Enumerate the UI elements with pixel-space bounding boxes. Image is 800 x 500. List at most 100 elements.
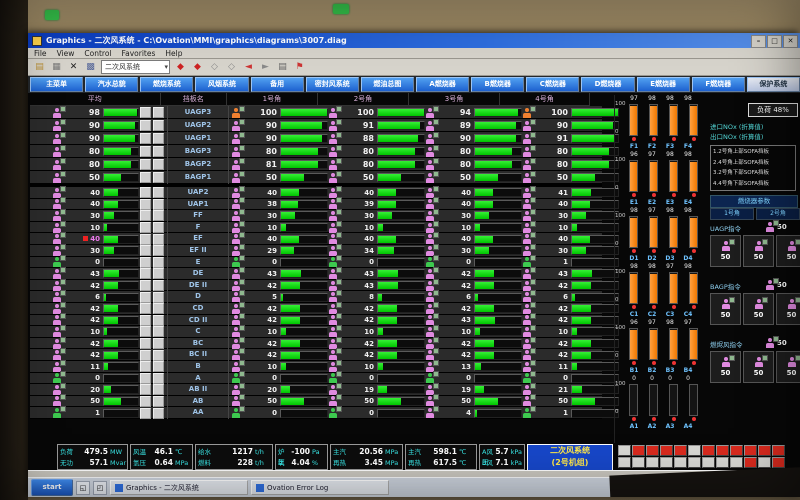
damper-icon[interactable]	[426, 197, 439, 210]
damper-icon[interactable]	[426, 371, 439, 384]
damper-icon[interactable]	[53, 185, 66, 198]
damper-icon[interactable]	[523, 185, 536, 198]
alarm-button[interactable]	[646, 445, 659, 456]
damper-icon[interactable]	[721, 355, 735, 367]
raise-button[interactable]	[140, 187, 151, 199]
damper-icon[interactable]	[523, 118, 536, 131]
close-x-icon[interactable]: ✕	[69, 61, 78, 72]
alarm-button[interactable]	[674, 457, 687, 468]
damper-icon[interactable]	[53, 348, 66, 361]
damper-icon[interactable]	[329, 232, 342, 245]
damper-icon[interactable]	[232, 324, 245, 337]
tab-6[interactable]: 密封风系统	[305, 77, 359, 92]
alarm-button[interactable]	[618, 445, 631, 456]
corner-command-cell[interactable]: 50	[710, 235, 741, 267]
damper-icon[interactable]	[232, 170, 245, 183]
damper-icon[interactable]	[53, 105, 66, 118]
lower-button[interactable]	[153, 222, 164, 234]
damper-icon[interactable]	[523, 170, 536, 183]
lower-button[interactable]	[153, 291, 164, 303]
damper-icon[interactable]	[232, 336, 245, 349]
raise-button[interactable]	[140, 222, 151, 234]
damper-icon[interactable]	[53, 170, 66, 183]
damper-icon[interactable]	[426, 278, 439, 291]
damper-icon[interactable]	[53, 382, 66, 395]
alarm-button[interactable]	[660, 457, 673, 468]
damper-icon[interactable]	[232, 371, 245, 384]
lower-button[interactable]	[153, 280, 164, 292]
raise-button[interactable]	[140, 372, 151, 384]
damper-icon[interactable]	[754, 355, 768, 367]
damper-icon[interactable]	[329, 105, 342, 118]
raise-button[interactable]	[140, 395, 151, 407]
lower-button[interactable]	[153, 349, 164, 361]
grid-icon[interactable]: ▩	[86, 61, 95, 72]
damper-icon[interactable]	[426, 208, 439, 221]
damper-icon[interactable]	[426, 290, 439, 303]
damper-icon[interactable]	[53, 131, 66, 144]
damper-icon[interactable]	[53, 220, 66, 233]
menu-item-view[interactable]: View	[56, 48, 75, 58]
damper-icon[interactable]	[329, 255, 342, 268]
damper-icon[interactable]	[329, 290, 342, 303]
lower-button[interactable]	[153, 407, 164, 419]
lower-button[interactable]	[153, 245, 164, 257]
damper-icon[interactable]	[232, 255, 245, 268]
alarm-button[interactable]	[660, 445, 673, 456]
damper-icon[interactable]	[53, 313, 66, 326]
lower-button[interactable]	[153, 384, 164, 396]
damper-icon[interactable]	[53, 197, 66, 210]
damper-icon[interactable]	[426, 170, 439, 183]
raise-button[interactable]	[140, 256, 151, 268]
damper-icon[interactable]	[523, 394, 536, 407]
damper-icon[interactable]	[232, 232, 245, 245]
alarm-button[interactable]	[758, 457, 771, 468]
damper-icon[interactable]	[754, 297, 768, 309]
damper-icon[interactable]	[426, 185, 439, 198]
tab-7[interactable]: 燃油总图	[360, 77, 414, 92]
damper-icon[interactable]	[329, 185, 342, 198]
alarm-button[interactable]	[618, 457, 631, 468]
raise-button[interactable]	[140, 349, 151, 361]
lower-button[interactable]	[153, 372, 164, 384]
damper-icon[interactable]	[53, 157, 66, 170]
damper-icon[interactable]	[329, 157, 342, 170]
damper-icon[interactable]	[426, 232, 439, 245]
damper-icon[interactable]	[329, 208, 342, 221]
damper-icon[interactable]	[232, 313, 245, 326]
damper-icon[interactable]	[523, 371, 536, 384]
alarm-button[interactable]	[646, 457, 659, 468]
alarm-button[interactable]	[632, 445, 645, 456]
damper-icon[interactable]	[721, 297, 735, 309]
damper-icon[interactable]	[53, 301, 66, 314]
damper-icon[interactable]	[329, 170, 342, 183]
damper-icon[interactable]	[53, 118, 66, 131]
damper-icon[interactable]	[232, 118, 245, 131]
lower-button[interactable]	[153, 326, 164, 338]
lower-button[interactable]	[153, 187, 164, 199]
damper-icon[interactable]	[523, 359, 536, 372]
lower-button[interactable]	[153, 133, 164, 144]
damper-icon[interactable]	[232, 301, 245, 314]
damper-icon[interactable]	[232, 144, 245, 157]
alarm-button[interactable]	[758, 445, 771, 456]
alarm-button[interactable]	[688, 457, 701, 468]
ack-icon[interactable]: ◇	[211, 61, 218, 72]
damper-icon[interactable]	[232, 406, 245, 419]
quick-launch-icon-1[interactable]: ◱	[76, 480, 90, 495]
save-icon[interactable]: ▦	[52, 61, 61, 72]
alarm-button[interactable]	[674, 445, 687, 456]
damper-icon[interactable]	[426, 243, 439, 256]
damper-icon[interactable]	[426, 131, 439, 144]
taskbar-task-2[interactable]: Ovation Error Log	[251, 480, 389, 495]
alarm-button[interactable]	[772, 445, 785, 456]
raise-button[interactable]	[140, 146, 151, 157]
damper-icon[interactable]	[53, 359, 66, 372]
damper-icon[interactable]	[426, 336, 439, 349]
damper-icon[interactable]	[53, 266, 66, 279]
raise-button[interactable]	[140, 338, 151, 350]
damper-icon[interactable]	[523, 348, 536, 361]
damper-icon[interactable]	[232, 290, 245, 303]
damper-icon[interactable]	[329, 348, 342, 361]
damper-icon[interactable]	[232, 220, 245, 233]
